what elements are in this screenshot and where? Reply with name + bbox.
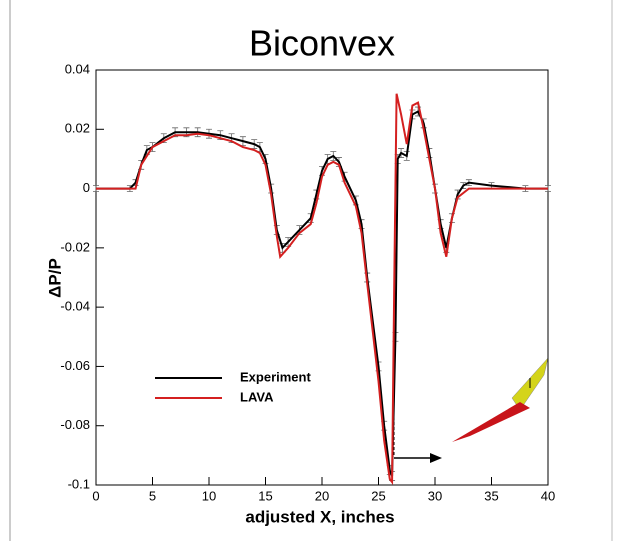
x-tick-label: 5 [149, 488, 156, 503]
y-tick-label: -0.04 [60, 299, 90, 314]
x-tick-label: 10 [202, 488, 216, 503]
x-tick-label: 25 [371, 488, 385, 503]
x-tick-label: 40 [541, 488, 555, 503]
x-axis-label: adjusted X, inches [245, 507, 394, 526]
plot-frame [95, 69, 549, 486]
x-tick-label: 15 [258, 488, 272, 503]
y-tick-label: 0 [83, 180, 90, 195]
chart-title: Biconvex [249, 23, 395, 64]
x-tick-label: 0 [92, 488, 99, 503]
y-axis-label: ΔP/P [45, 258, 64, 298]
y-tick-label: -0.02 [60, 239, 90, 254]
y-tick-label: -0.1 [68, 476, 90, 491]
y-tick-label: -0.06 [60, 358, 90, 373]
y-tick-label: -0.08 [60, 417, 90, 432]
arrow-head [430, 453, 442, 463]
x-tick-label: 30 [428, 488, 442, 503]
legend-label: Experiment [240, 369, 311, 384]
y-tick-label: 0.02 [65, 121, 90, 136]
inset-model [452, 357, 549, 442]
x-tick-label: 20 [315, 488, 329, 503]
legend-label: LAVA [240, 389, 274, 404]
series-line [96, 93, 548, 485]
y-tick-label: 0.04 [65, 61, 90, 76]
x-tick-label: 35 [484, 488, 498, 503]
